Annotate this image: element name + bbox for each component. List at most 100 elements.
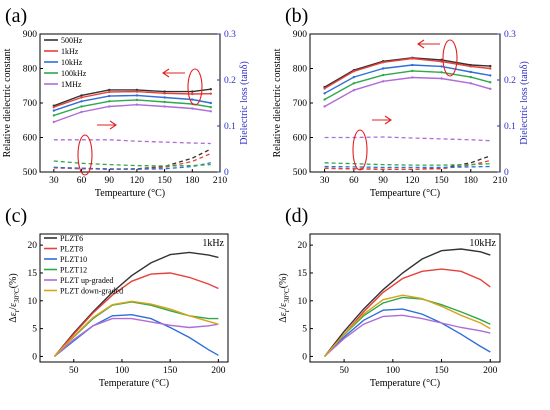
- y-right-tick-label: 0.2: [224, 76, 236, 86]
- x-axis-title: Temperature (°C): [370, 378, 440, 389]
- data-point: [163, 96, 166, 99]
- data-point: [135, 90, 139, 93]
- data-point: [440, 77, 443, 80]
- series-line: [53, 251, 219, 357]
- data-point: [163, 92, 166, 95]
- x-tick-label: 150: [434, 176, 449, 186]
- x-tick-label: 100: [386, 366, 401, 376]
- legend-label: PLZT12: [60, 266, 87, 275]
- y-axis-title: Δεr/ε30°C(%): [278, 273, 291, 322]
- data-point: [191, 92, 194, 96]
- x-tick-label: 150: [163, 366, 178, 376]
- x-tick-label: 50: [69, 366, 79, 376]
- loss-line: [53, 139, 211, 145]
- y-tick-label: 600: [293, 134, 308, 144]
- data-point: [108, 88, 111, 92]
- legend-label: 1MHz: [61, 80, 82, 89]
- y-axis-title: Relative dielectric constant: [272, 48, 283, 157]
- data-point: [52, 114, 56, 117]
- data-point: [163, 105, 166, 108]
- y-tick-label: 500: [293, 168, 308, 178]
- series-line: [324, 64, 491, 94]
- y-tick-label: 0: [302, 352, 307, 362]
- data-point: [52, 105, 56, 109]
- data-point: [381, 61, 385, 64]
- x-tick-label: 180: [185, 176, 200, 186]
- annotation-ellipse: [187, 68, 203, 106]
- y-tick-label: 20: [28, 241, 38, 251]
- x-tick-label: 120: [130, 176, 145, 186]
- data-point: [209, 105, 212, 109]
- data-point: [489, 81, 492, 84]
- data-point: [411, 57, 414, 60]
- loss-line: [324, 165, 491, 169]
- data-point: [191, 107, 194, 110]
- data-point: [469, 65, 472, 68]
- y-right-axis-title: Dielectric loss (tanδ): [239, 61, 250, 145]
- legend-label: 1kHz: [61, 47, 79, 56]
- y-tick-label: 0: [32, 352, 37, 362]
- left-arrow-head-icon: [417, 39, 425, 49]
- x-axis-title: Tempearture (°C): [370, 188, 440, 199]
- legend-label: 10kHz: [61, 58, 83, 67]
- data-point: [352, 75, 356, 79]
- y-axis-title-part: Δε: [278, 312, 289, 323]
- data-point: [440, 60, 443, 63]
- data-point: [80, 96, 83, 99]
- data-point: [209, 110, 212, 113]
- data-point: [440, 71, 443, 74]
- x-axis-title: Temperature (°C): [99, 378, 169, 389]
- plot-frame: [309, 33, 501, 173]
- plot-frame: [39, 233, 229, 363]
- series-line: [53, 300, 219, 357]
- frequency-annotation: 1kHz: [202, 238, 224, 249]
- data-point: [108, 94, 111, 98]
- data-point: [489, 74, 492, 77]
- legend-label: PLZT8: [60, 245, 83, 254]
- x-tick-label: 50: [339, 366, 349, 376]
- annotation-ellipse: [77, 134, 93, 176]
- y-tick-label: 500: [23, 168, 38, 178]
- series-line: [324, 248, 491, 357]
- data-point: [108, 100, 111, 103]
- data-point: [191, 90, 194, 93]
- data-point: [191, 98, 194, 101]
- data-point: [209, 101, 212, 105]
- data-point: [469, 70, 472, 74]
- series-line: [324, 70, 491, 101]
- plot-frame: [309, 233, 501, 363]
- series-line: [324, 76, 491, 108]
- data-point: [411, 69, 414, 73]
- data-point: [440, 65, 443, 68]
- y-right-axis-title: Dielectric loss (tanδ): [519, 61, 530, 145]
- loss-line: [324, 136, 491, 142]
- series-line: [324, 294, 491, 357]
- x-tick-label: 150: [157, 176, 172, 186]
- y-tick-label: 900: [293, 30, 308, 40]
- panel-label: (c): [5, 205, 27, 227]
- y-tick-label: 800: [23, 65, 38, 75]
- right-arrow-head-icon: [384, 115, 392, 125]
- data-point: [135, 98, 139, 102]
- y-tick-label: 600: [23, 134, 38, 144]
- panel-label: (d): [285, 205, 308, 227]
- data-point: [440, 58, 443, 62]
- data-point: [323, 105, 326, 108]
- data-point: [381, 80, 385, 83]
- data-point: [352, 89, 356, 92]
- data-point: [80, 94, 83, 97]
- y-tick-label: 800: [293, 65, 308, 75]
- x-tick-label: 150: [434, 366, 449, 376]
- x-tick-label: 100: [115, 366, 130, 376]
- y-tick-label: 15: [28, 269, 38, 279]
- series-line: [53, 272, 219, 357]
- x-tick-label: 90: [378, 176, 388, 186]
- data-point: [80, 105, 83, 108]
- data-point: [323, 92, 326, 95]
- data-point: [108, 105, 111, 108]
- data-point: [135, 94, 139, 97]
- y-right-tick-label: 0.2: [504, 76, 516, 86]
- series-line: [324, 296, 491, 357]
- data-point: [52, 109, 56, 112]
- data-point: [209, 88, 212, 91]
